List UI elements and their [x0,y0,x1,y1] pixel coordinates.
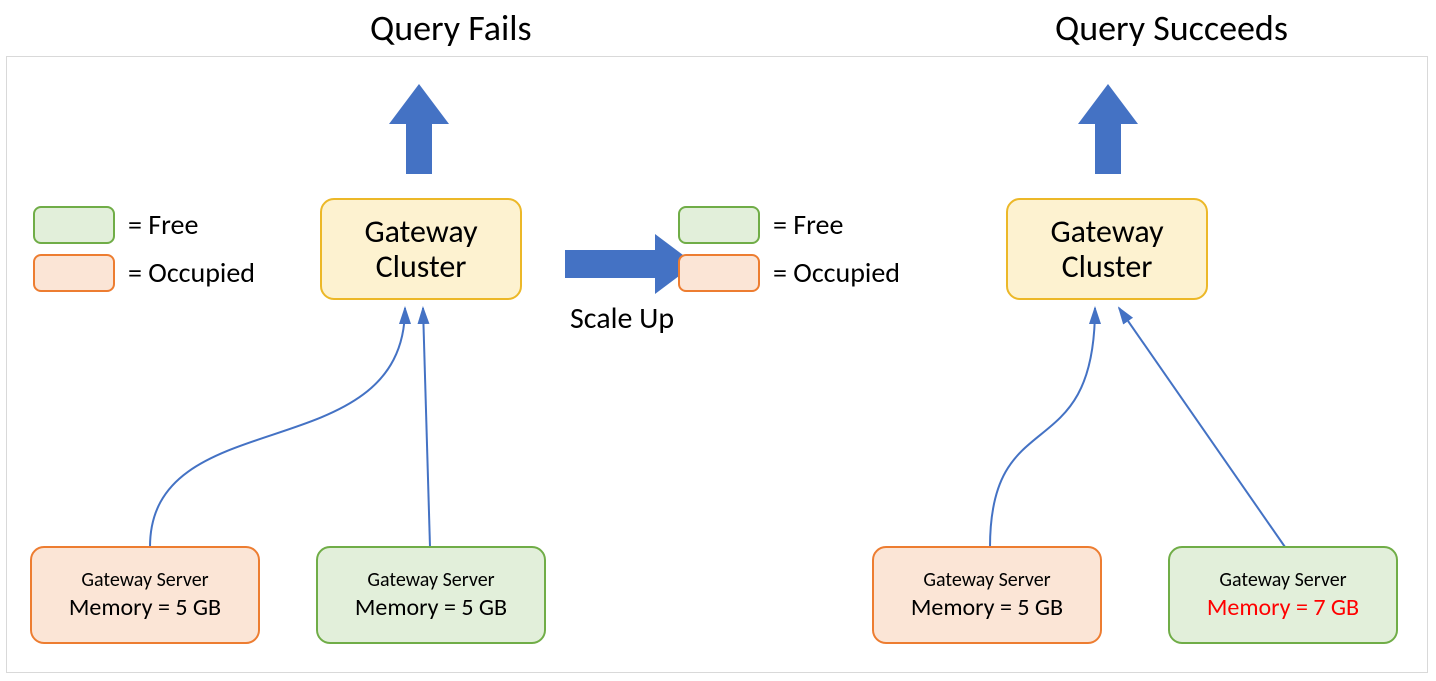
server-name: Gateway Server [81,568,208,593]
scale-up-label: Scale Up [570,300,674,337]
arrow-up-right [1078,84,1138,174]
legend-free-swatch-left [33,206,115,244]
server-name: Gateway Server [1219,568,1346,593]
legend-occupied-label-right: = Occupied [773,255,900,290]
arrow-right-scale-up [565,234,695,294]
server-name: Gateway Server [367,568,494,593]
legend-free-label-left: = Free [128,207,198,242]
gateway-cluster-right: Gateway Cluster [1006,198,1208,300]
legend-free-swatch-right [678,206,760,244]
server-mem: Memory = 5 GB [911,593,1063,623]
gateway-cluster-left: Gateway Cluster [320,198,522,300]
server-mem: Memory = 7 GB [1207,593,1359,623]
gateway-server-left-2: Gateway Server Memory = 5 GB [316,546,546,644]
server-mem: Memory = 5 GB [69,593,221,623]
left-title: Query Fails [370,6,532,50]
right-title: Query Succeeds [1055,6,1288,50]
gateway-server-right-2: Gateway Server Memory = 7 GB [1168,546,1398,644]
cluster-line1-left: Gateway [364,214,477,249]
server-name: Gateway Server [923,568,1050,593]
cluster-line2-left: Cluster [376,249,467,284]
legend-occupied-swatch-left [33,254,115,292]
gateway-server-left-1: Gateway Server Memory = 5 GB [30,546,260,644]
cluster-line1-right: Gateway [1050,214,1163,249]
gateway-server-right-1: Gateway Server Memory = 5 GB [872,546,1102,644]
legend-free-label-right: = Free [773,207,843,242]
legend-occupied-swatch-right [678,254,760,292]
legend-occupied-label-left: = Occupied [128,255,255,290]
cluster-line2-right: Cluster [1062,249,1153,284]
server-mem: Memory = 5 GB [355,593,507,623]
arrow-up-left [389,84,449,174]
